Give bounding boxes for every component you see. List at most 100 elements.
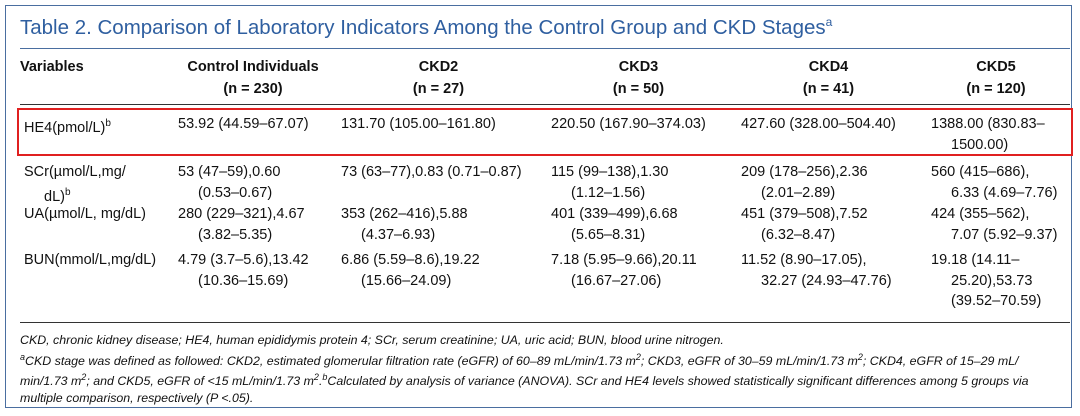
- cell-line: (16.67–27.06): [571, 272, 662, 289]
- value-cell: 7.18 (5.95–9.66),20.11 (16.67–27.06): [551, 250, 697, 291]
- cell-line: 6.86 (5.59–8.6),19.22: [341, 252, 480, 268]
- value-cell: 451 (379–508),7.52 (6.32–8.47): [741, 204, 868, 245]
- table-title: Table 2. Comparison of Laboratory Indica…: [20, 15, 832, 40]
- value-cell: 1388.00 (830.83– 1500.00): [931, 114, 1045, 155]
- cell-line: (15.66–24.09): [361, 272, 452, 289]
- title-footnote-marker: a: [825, 15, 833, 29]
- cell-line: 19.18 (14.11–: [931, 252, 1020, 268]
- value-cell: 209 (178–256),2.36 (2.01–2.89): [741, 162, 868, 203]
- cell-line: (4.37–6.93): [361, 226, 436, 243]
- cell-line: 1500.00): [951, 136, 1009, 153]
- top-rule: [20, 48, 1070, 49]
- cell-line: (2.01–2.89): [761, 184, 836, 201]
- cell-line: 560 (415–686),: [931, 164, 1030, 180]
- variable-cell: UA(µmol/L, mg/dL): [24, 204, 146, 225]
- value-cell: 4.79 (3.7–5.6),13.42 (10.36–15.69): [178, 250, 309, 291]
- column-header-line: CKD4: [808, 59, 849, 75]
- value-cell: 353 (262–416),5.88 (4.37–6.93): [341, 204, 468, 245]
- cell-line: 280 (229–321),4.67: [178, 206, 305, 222]
- value-cell: 19.18 (14.11– 25.20),53.73 (39.52–70.59): [931, 250, 1041, 312]
- cell-line: (6.32–8.47): [761, 226, 836, 243]
- variable-line: BUN(mmol/L,mg/dL): [24, 250, 156, 271]
- header-rule: [20, 104, 1070, 105]
- footnote-a-text: ; CKD4, eGFR of 15–29 mL/: [862, 353, 1019, 368]
- bottom-rule: [20, 322, 1070, 323]
- variable-line: SCr(µmol/L,mg/: [24, 162, 126, 183]
- column-header: CKD5 (n = 120): [921, 56, 1071, 100]
- footnote-a-text: CKD stage was defined as followed: CKD2,…: [25, 353, 636, 368]
- cell-line: 25.20),53.73: [951, 272, 1033, 289]
- value-cell: 53 (47–59),0.60 (0.53–0.67): [178, 162, 280, 203]
- cell-line: 220.50 (167.90–374.03): [551, 116, 706, 132]
- superscript-2: 2: [635, 351, 641, 362]
- footnote-b-line-2: multiple comparison, respectively (P <.0…: [20, 390, 254, 405]
- variable-cell: BUN(mmol/L,mg/dL): [24, 250, 156, 271]
- value-cell: 280 (229–321),4.67 (3.82–5.35): [178, 204, 305, 245]
- cell-line: 131.70 (105.00–161.80): [341, 116, 496, 132]
- cell-line: 53 (47–59),0.60: [178, 164, 281, 180]
- footnote-marker: b: [64, 186, 71, 198]
- cell-line: 6.33 (4.69–7.76): [951, 184, 1058, 201]
- cell-line: 7.07 (5.92–9.37): [951, 226, 1058, 243]
- footnote-a-marker: a: [20, 351, 26, 362]
- column-header-line: (n = 27): [412, 81, 465, 97]
- column-header-line: (n = 120): [966, 81, 1026, 97]
- variable-text: dL): [44, 188, 65, 205]
- footnote-a-text: ; and CKD5, eGFR of <15 mL/min/1.73 m: [86, 374, 314, 389]
- column-header-line: Variables: [20, 59, 84, 75]
- column-header: CKD3 (n = 50): [541, 56, 736, 100]
- cell-line: 424 (355–562),: [931, 206, 1030, 222]
- cell-line: 401 (339–499),6.68: [551, 206, 678, 222]
- cell-line: 115 (99–138),1.30: [551, 164, 669, 180]
- column-header: CKD4 (n = 41): [731, 56, 926, 100]
- footnote-a-text: min/1.73 m: [20, 374, 82, 389]
- column-header-line: Control Individuals: [187, 59, 319, 75]
- cell-line: (10.36–15.69): [198, 272, 289, 289]
- variable-text: SCr(µmol/L,mg/: [24, 164, 126, 180]
- cell-line: 73 (63–77),0.83 (0.71–0.87): [341, 164, 522, 180]
- cell-line: (1.12–1.56): [571, 184, 646, 201]
- variable-text: UA(µmol/L, mg/dL): [24, 206, 146, 222]
- column-header: Control Individuals (n = 230): [168, 56, 338, 100]
- footnote-abbreviations: CKD, chronic kidney disease; HE4, human …: [20, 333, 724, 347]
- cell-line: (39.52–70.59): [951, 293, 1042, 309]
- footnote-a-line-1: aCKD stage was defined as followed: CKD2…: [20, 349, 1068, 370]
- cell-line: 427.60 (328.00–504.40): [741, 116, 896, 132]
- variable-line: UA(µmol/L, mg/dL): [24, 204, 146, 225]
- cell-line: 7.18 (5.95–9.66),20.11: [551, 252, 697, 268]
- value-cell: 53.92 (44.59–67.07): [178, 114, 309, 135]
- value-cell: 424 (355–562), 7.07 (5.92–9.37): [931, 204, 1057, 245]
- variable-text: HE4(pmol/L): [24, 119, 106, 136]
- value-cell: 560 (415–686), 6.33 (4.69–7.76): [931, 162, 1057, 203]
- value-cell: 73 (63–77),0.83 (0.71–0.87): [341, 162, 522, 183]
- cell-line: 53.92 (44.59–67.07): [178, 116, 309, 132]
- value-cell: 6.86 (5.59–8.6),19.22 (15.66–24.09): [341, 250, 480, 291]
- footnote-b-text: Calculated by analysis of variance (ANOV…: [327, 374, 1029, 389]
- value-cell: 401 (339–499),6.68 (5.65–8.31): [551, 204, 678, 245]
- cell-line: (0.53–0.67): [198, 184, 273, 201]
- cell-line: 209 (178–256),2.36: [741, 164, 868, 180]
- column-header-line: (n = 230): [223, 81, 283, 97]
- column-header: Variables: [20, 56, 170, 78]
- cell-line: 32.27 (24.93–47.76): [761, 272, 892, 289]
- superscript-2: 2: [857, 351, 863, 362]
- value-cell: 427.60 (328.00–504.40): [741, 114, 896, 135]
- footnote-a-text: .: [318, 374, 323, 389]
- column-header-line: CKD2: [418, 59, 459, 75]
- cell-line: (5.65–8.31): [571, 226, 646, 243]
- column-header-line: CKD5: [976, 59, 1016, 75]
- cell-line: 353 (262–416),5.88: [341, 206, 468, 222]
- table-footnotes: CKD, chronic kidney disease; HE4, human …: [20, 332, 1068, 406]
- value-cell: 131.70 (105.00–161.80): [341, 114, 496, 135]
- footnote-a-text: ; CKD3, eGFR of 30–59 mL/min/1.73 m: [640, 353, 858, 368]
- footnote-b-marker: b: [322, 372, 328, 383]
- cell-line: 451 (379–508),7.52: [741, 206, 868, 222]
- cell-line: (3.82–5.35): [198, 226, 273, 243]
- table-frame: Table 2. Comparison of Laboratory Indica…: [5, 5, 1073, 408]
- column-header-line: (n = 41): [802, 81, 855, 97]
- variable-cell: HE4(pmol/L)b: [24, 114, 111, 138]
- highlight-box: [17, 108, 1073, 156]
- superscript-2: 2: [313, 372, 319, 383]
- column-header: CKD2 (n = 27): [331, 56, 546, 100]
- cell-line: 1388.00 (830.83–: [931, 116, 1045, 132]
